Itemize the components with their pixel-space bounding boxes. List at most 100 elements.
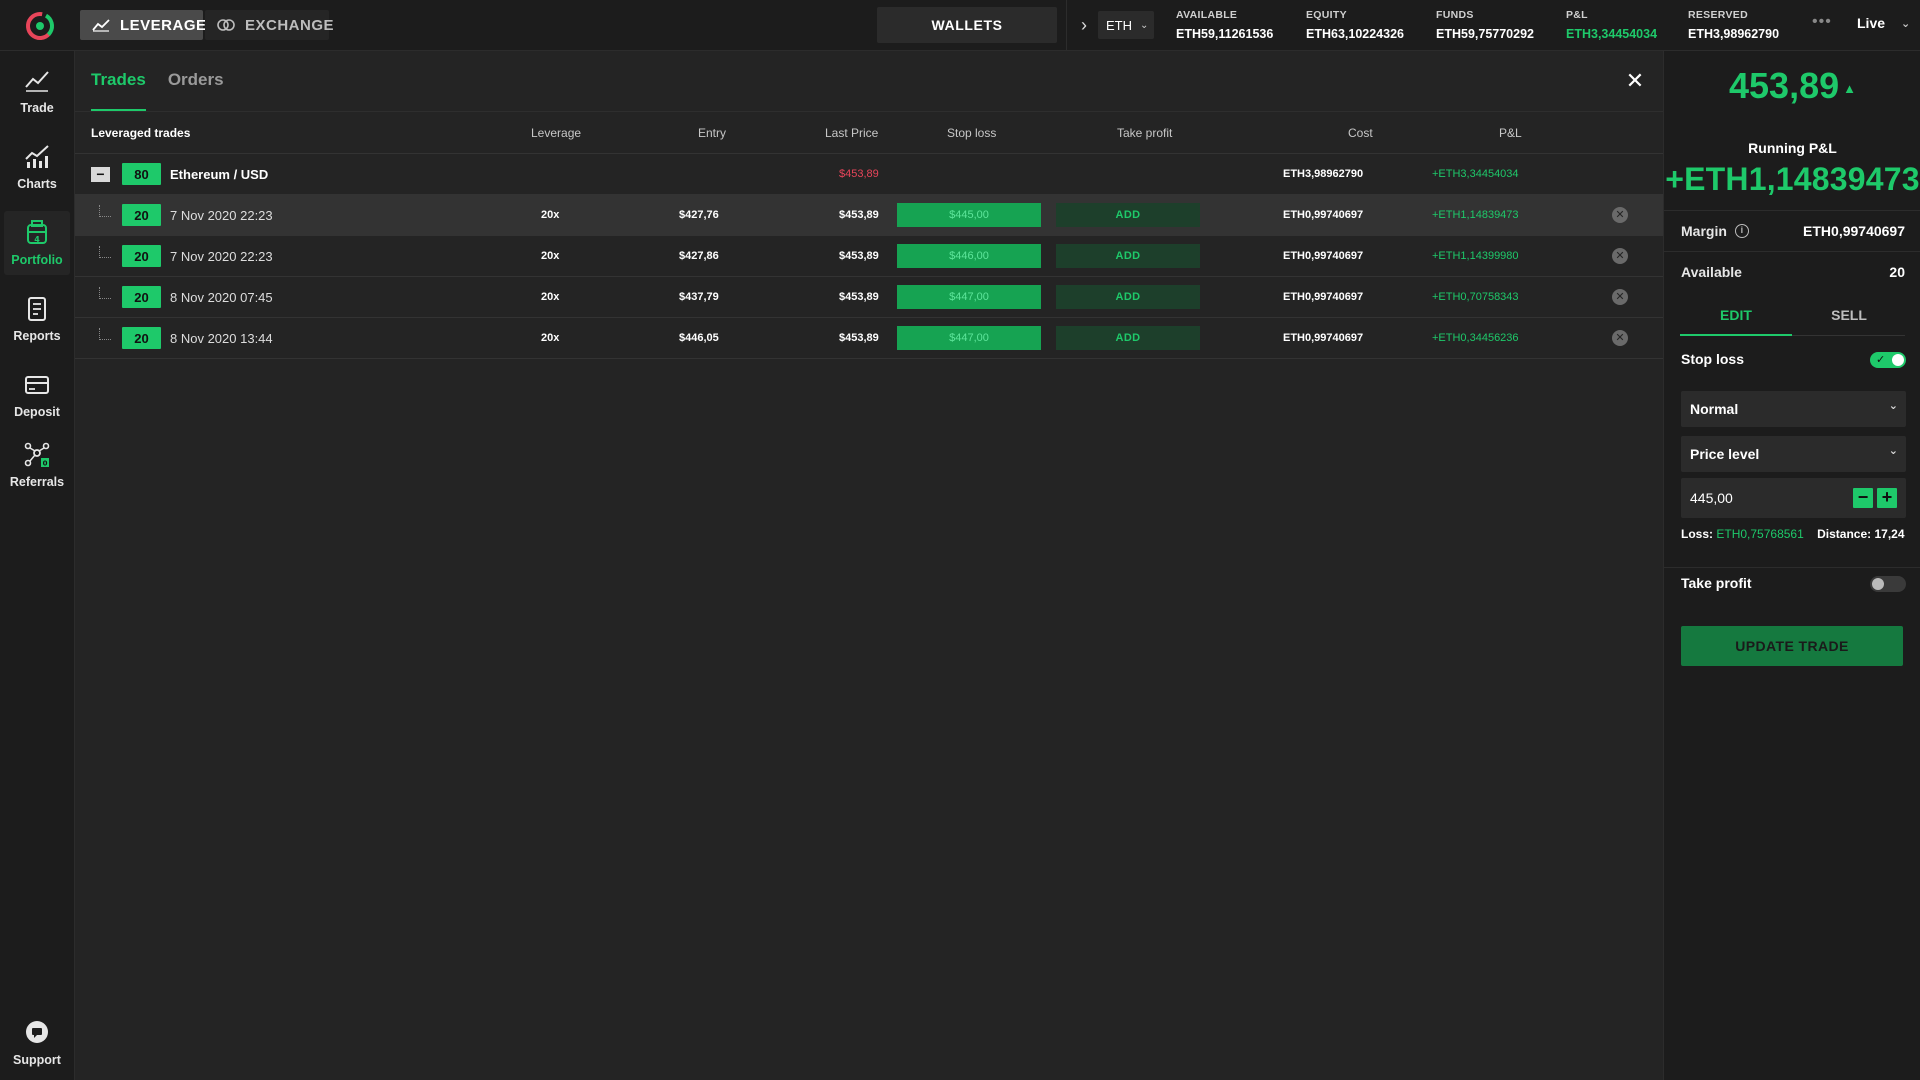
- close-icon[interactable]: ✕: [1625, 68, 1645, 93]
- trade-row[interactable]: 20 7 Nov 2020 22:23 20x $427,76 $453,89 …: [75, 195, 1663, 236]
- chevron-down-icon: ⌄: [1888, 400, 1898, 412]
- more-options-icon[interactable]: •••: [1812, 13, 1832, 30]
- leverage-mode-button[interactable]: LEVERAGE: [80, 10, 206, 40]
- take-profit-toggle[interactable]: [1870, 576, 1906, 592]
- portfolio-icon: 4: [27, 220, 47, 244]
- tab-sell[interactable]: SELL: [1831, 307, 1867, 323]
- update-trade-button[interactable]: UPDATE TRADE: [1681, 626, 1903, 666]
- stat-value: ETH3,34454034: [1566, 27, 1658, 41]
- stop-loss-button[interactable]: $446,00: [897, 244, 1041, 268]
- running-pnl-value: +ETH1,14839473: [1665, 161, 1920, 197]
- sidebar-item-portfolio[interactable]: 4 Portfolio: [4, 211, 70, 275]
- tab-orders[interactable]: Orders: [167, 70, 224, 89]
- trade-entry: $446,05: [679, 332, 719, 344]
- take-profit-add-button[interactable]: ADD: [1056, 244, 1200, 268]
- sidebar-item-referrals[interactable]: 0 Referrals: [4, 433, 70, 497]
- currency-value: ETH: [1106, 17, 1132, 33]
- trade-detail-panel: 453,89 ▲ Running P&L +ETH1,14839473 Margi…: [1663, 51, 1920, 1080]
- quantity-badge: 20: [122, 327, 161, 349]
- stat-available: AVAILABLE ETH59,11261536: [1176, 9, 1273, 41]
- column-header-leverage: Leverage: [531, 126, 582, 140]
- chevron-down-icon: ⌄: [1140, 19, 1149, 31]
- trade-row[interactable]: 20 8 Nov 2020 13:44 20x $446,05 $453,89 …: [75, 318, 1663, 359]
- wallets-button[interactable]: WALLETS: [877, 7, 1057, 43]
- sidebar-item-label: Deposit: [14, 405, 60, 419]
- sidebar-item-reports[interactable]: Reports: [4, 287, 70, 351]
- trades-panel: Trades Orders ✕ Leveraged trades Leverag…: [75, 51, 1663, 1080]
- stat-pnl: P&L ETH3,34454034: [1566, 9, 1657, 41]
- collapse-icon[interactable]: −: [91, 167, 110, 182]
- take-profit-add-button[interactable]: ADD: [1056, 326, 1200, 350]
- trade-row[interactable]: 20 8 Nov 2020 07:45 20x $437,79 $453,89 …: [75, 277, 1663, 318]
- chevron-down-icon: ⌄: [1901, 17, 1911, 30]
- column-header-pnl: P&L: [1499, 126, 1522, 140]
- trade-last-price: $453,89: [839, 209, 879, 221]
- deposit-icon: [25, 376, 49, 394]
- stop-loss-button[interactable]: $447,00: [897, 285, 1041, 309]
- chat-bubble-icon: [26, 1021, 48, 1043]
- exchange-mode-label: EXCHANGE: [245, 16, 335, 34]
- stop-loss-row: Stop loss ✓: [1681, 351, 1906, 371]
- group-pnl: +ETH3,34454034: [1432, 168, 1519, 180]
- stop-loss-type-value: Normal: [1690, 401, 1739, 417]
- sidebar-item-label: Portfolio: [11, 253, 63, 267]
- info-icon[interactable]: i: [1734, 224, 1749, 238]
- stat-value: ETH63,10224326: [1306, 27, 1404, 41]
- stat-label: P&L: [1566, 9, 1588, 21]
- trade-row[interactable]: 20 7 Nov 2020 22:23 20x $427,86 $453,89 …: [75, 236, 1663, 277]
- trade-entry: $427,76: [679, 209, 719, 221]
- quantity-badge: 20: [122, 245, 161, 267]
- price-up-icon: ▲: [1843, 80, 1856, 96]
- close-trade-icon[interactable]: ✕: [1612, 248, 1628, 264]
- tree-connector: [99, 246, 111, 258]
- sidebar-item-deposit[interactable]: Deposit: [4, 363, 70, 427]
- sidebar-item-trade[interactable]: Trade: [4, 59, 70, 123]
- logo-icon[interactable]: [24, 10, 56, 42]
- column-header-cost: Cost: [1348, 126, 1373, 140]
- leverage-mode-label: LEVERAGE: [120, 16, 207, 34]
- close-trade-icon[interactable]: ✕: [1612, 289, 1628, 305]
- stat-value: ETH59,11261536: [1176, 27, 1274, 41]
- close-trade-icon[interactable]: ✕: [1612, 207, 1628, 223]
- chevron-right-icon[interactable]: ›: [1081, 15, 1087, 35]
- trade-date: 7 Nov 2020 22:23: [170, 207, 273, 223]
- exchange-mode-button[interactable]: EXCHANGE: [205, 10, 334, 40]
- sidebar-item-charts[interactable]: Charts: [4, 135, 70, 199]
- take-profit-label: Take profit: [1681, 575, 1752, 591]
- stop-loss-button[interactable]: $447,00: [897, 326, 1041, 350]
- trade-date: 8 Nov 2020 07:45: [170, 289, 273, 305]
- current-price: 453,89 ▲: [1664, 65, 1920, 107]
- take-profit-add-button[interactable]: ADD: [1056, 285, 1200, 309]
- decrement-button[interactable]: −: [1853, 488, 1873, 508]
- trade-cost: ETH0,99740697: [1283, 332, 1364, 344]
- available-row: Available 20: [1664, 251, 1920, 291]
- stop-loss-button[interactable]: $445,00: [897, 203, 1041, 227]
- tree-connector: [99, 205, 111, 217]
- sidebar-item-label: Support: [13, 1053, 61, 1067]
- running-pnl-label: Running P&L: [1748, 140, 1837, 156]
- close-trade-icon[interactable]: ✕: [1612, 330, 1628, 346]
- live-label: Live: [1857, 15, 1886, 31]
- take-profit-add-button[interactable]: ADD: [1056, 203, 1200, 227]
- trade-date: 8 Nov 2020 13:44: [170, 330, 273, 346]
- portfolio-badge: 4: [34, 235, 40, 244]
- margin-row: Margin i ETH0,99740697: [1664, 210, 1920, 250]
- tab-trades[interactable]: Trades: [91, 51, 146, 111]
- sidebar-item-support[interactable]: Support: [4, 1011, 70, 1075]
- stop-loss-price-input[interactable]: 445,00 − +: [1681, 478, 1906, 518]
- stop-loss-type-select[interactable]: Normal ⌄: [1681, 391, 1906, 427]
- increment-button[interactable]: +: [1877, 488, 1897, 508]
- trade-cost: ETH0,99740697: [1283, 291, 1364, 303]
- quantity-badge: 20: [122, 286, 161, 308]
- left-sidebar: Trade Charts 4 Portfolio: [0, 51, 75, 1080]
- available-label: Available: [1681, 264, 1742, 280]
- stop-loss-toggle[interactable]: ✓: [1870, 352, 1906, 368]
- take-profit-row: Take profit: [1681, 575, 1906, 595]
- live-mode-select[interactable]: Live ⌄: [1857, 15, 1910, 31]
- tab-edit[interactable]: EDIT: [1680, 296, 1792, 336]
- currency-select[interactable]: ETH ⌄: [1098, 11, 1154, 39]
- margin-value: ETH0,99740697: [1803, 223, 1905, 239]
- group-row[interactable]: − 80 Ethereum / USD $453,89 ETH3,9896279…: [75, 154, 1663, 195]
- stop-loss-mode-select[interactable]: Price level ⌄: [1681, 436, 1906, 472]
